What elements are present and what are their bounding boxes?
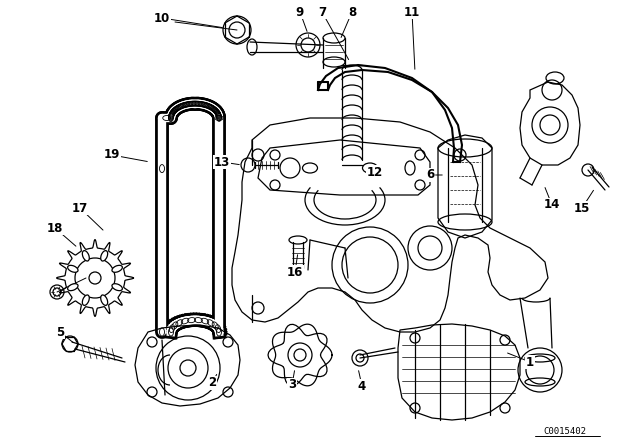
Ellipse shape [100, 250, 108, 261]
Text: 7: 7 [318, 5, 326, 18]
Text: 10: 10 [154, 12, 170, 25]
Text: 8: 8 [348, 5, 356, 18]
Text: 11: 11 [404, 5, 420, 18]
Ellipse shape [83, 250, 90, 261]
Text: 6: 6 [426, 168, 434, 181]
Text: 1: 1 [526, 356, 534, 369]
Ellipse shape [100, 295, 108, 306]
Text: 19: 19 [104, 148, 120, 161]
Text: 15: 15 [574, 202, 590, 215]
Text: 4: 4 [358, 379, 366, 392]
Text: 5: 5 [56, 326, 64, 339]
Text: 2: 2 [208, 376, 216, 389]
Ellipse shape [112, 284, 122, 291]
Text: 18: 18 [47, 221, 63, 234]
Ellipse shape [112, 265, 122, 272]
Text: 17: 17 [72, 202, 88, 215]
Text: 9: 9 [296, 5, 304, 18]
Ellipse shape [68, 284, 78, 291]
Text: 3: 3 [288, 379, 296, 392]
Ellipse shape [68, 265, 78, 272]
Text: 12: 12 [367, 165, 383, 178]
Text: 13: 13 [214, 155, 230, 168]
Text: 14: 14 [544, 198, 560, 211]
Text: 16: 16 [287, 266, 303, 279]
Text: C0015402: C0015402 [543, 427, 586, 436]
Ellipse shape [83, 295, 90, 306]
